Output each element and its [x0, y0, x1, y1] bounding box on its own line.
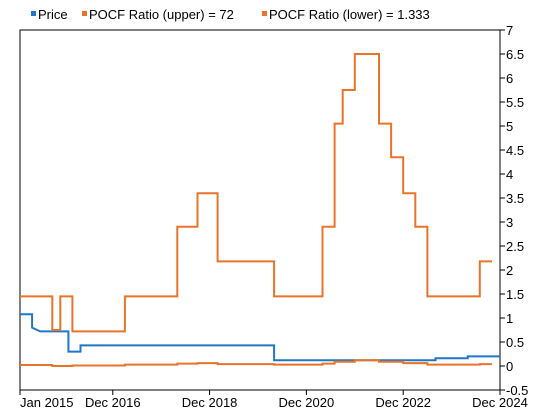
y-tick-label: 6 [506, 71, 513, 86]
x-axis: Jan 2015 Dec 2016 Dec 2018 Dec 2020 Dec 2022… [19, 390, 528, 410]
y-tick-label: 3.5 [506, 191, 524, 206]
legend-label-price: Price [38, 7, 68, 22]
y-tick-label: 4.5 [506, 143, 524, 158]
legend-item-upper: POCF Ratio (upper) = 72 [82, 7, 234, 22]
legend-label-lower: POCF Ratio (lower) = 1.333 [269, 7, 430, 22]
x-tick-label: Dec 2018 [182, 395, 238, 410]
x-tick-label: Dec 2022 [375, 395, 431, 410]
series-line-pocf-lower [20, 359, 492, 367]
y-tick-label: 1.5 [506, 287, 524, 302]
y-tick-label: 7 [506, 23, 513, 38]
series-layer [20, 53, 500, 367]
legend-swatch-lower [262, 11, 267, 16]
plot-frame [19, 29, 501, 391]
y-tick-label: 2 [506, 263, 513, 278]
legend-swatch-upper [82, 11, 87, 16]
y-axis: 7 6.5 6 5.5 5 4.5 4 3.5 3 2.5 2 1.5 1 0.5 0 -0.5 [500, 23, 528, 398]
y-tick-label: 2.5 [506, 239, 524, 254]
x-tick-label: Dec 2020 [279, 395, 335, 410]
series-line-pocf-upper [20, 53, 492, 333]
y-tick-label: 1 [506, 311, 513, 326]
y-tick-label: 5.5 [506, 95, 524, 110]
series-line-price [20, 313, 500, 362]
y-tick-label: -0.5 [506, 383, 528, 398]
y-tick-label: 0 [506, 359, 513, 374]
y-tick-label: 3 [506, 215, 513, 230]
legend-item-price: Price [31, 7, 68, 22]
y-tick-label: 5 [506, 119, 513, 134]
legend-item-lower: POCF Ratio (lower) = 1.333 [262, 7, 430, 22]
x-tick-label: Jan 2015 [20, 395, 74, 410]
legend-label-upper: POCF Ratio (upper) = 72 [89, 7, 234, 22]
legend: Price POCF Ratio (upper) = 72 POCF Ratio… [31, 7, 430, 22]
y-tick-label: 6.5 [506, 47, 524, 62]
legend-swatch-price [31, 11, 36, 16]
y-tick-label: 4 [506, 167, 513, 182]
x-tick-label: Dec 2024 [472, 395, 528, 410]
y-tick-label: 0.5 [506, 335, 524, 350]
x-tick-label: Dec 2016 [85, 395, 141, 410]
